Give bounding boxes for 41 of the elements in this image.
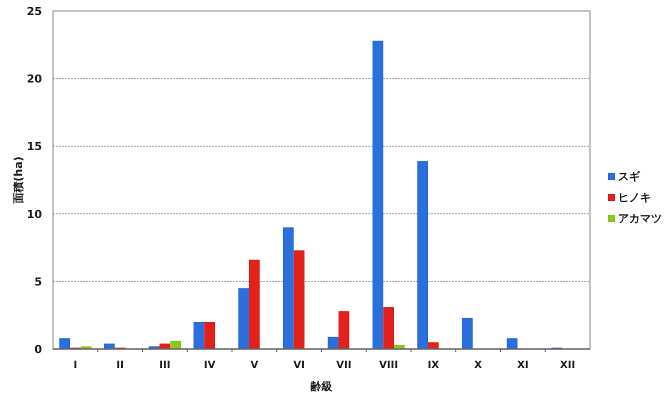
y-tick-label: 15	[26, 140, 42, 154]
x-tick-label: III	[159, 360, 170, 371]
x-tick-label: VI	[293, 360, 305, 371]
bar	[204, 322, 215, 349]
bar	[104, 344, 115, 349]
x-tick-label: V	[250, 360, 258, 371]
y-tick-label: 20	[26, 72, 42, 86]
bar	[170, 340, 181, 349]
x-tick-label: VIII	[379, 360, 398, 371]
bar	[160, 344, 170, 349]
x-tick-label: IV	[204, 360, 216, 371]
bar	[249, 260, 260, 349]
bar	[294, 250, 304, 349]
bar	[417, 161, 428, 349]
bar	[283, 227, 294, 349]
y-tick-label: 5	[34, 275, 42, 288]
x-tick-label: II	[116, 360, 124, 371]
legend-label: スギ	[618, 170, 641, 183]
x-tick-label: VII	[336, 360, 352, 371]
x-tick-label: XI	[517, 360, 529, 371]
bar	[462, 318, 473, 349]
legend-label: ヒノキ	[618, 191, 651, 204]
legend-label: アカマツ	[618, 212, 662, 225]
bar	[328, 336, 339, 349]
y-axis-title: 面積(ha)	[12, 156, 25, 205]
x-tick-label: IX	[428, 360, 440, 371]
bar	[506, 338, 518, 349]
bar	[238, 288, 250, 349]
bar	[338, 311, 350, 349]
bar	[59, 338, 70, 349]
x-tick-label: XII	[560, 360, 576, 371]
x-tick-label: I	[74, 360, 78, 371]
bar	[194, 322, 204, 349]
bar	[383, 307, 394, 349]
y-tick-label: 10	[26, 208, 42, 221]
y-tick-label: 0	[34, 343, 42, 356]
bar	[372, 40, 384, 349]
x-tick-label: X	[474, 360, 482, 371]
x-axis-title: 齢級	[310, 380, 334, 393]
bar	[428, 342, 439, 349]
y-tick-label: 25	[26, 5, 42, 18]
